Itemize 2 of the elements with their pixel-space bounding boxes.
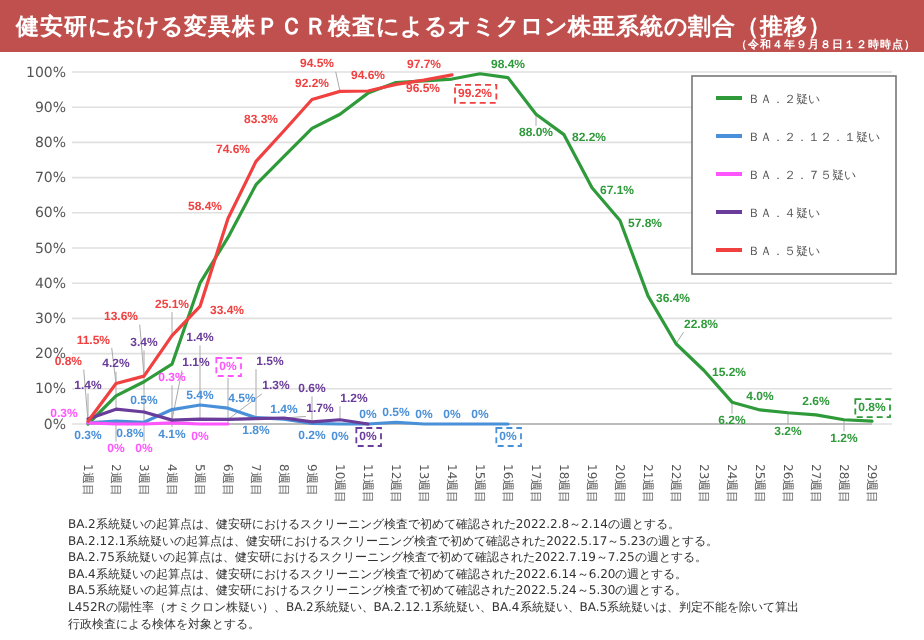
line-series xyxy=(86,403,510,426)
chart-title: 健安研における変異株ＰＣＲ検査によるオミクロン株亜系統の割合（推移） xyxy=(14,12,832,40)
